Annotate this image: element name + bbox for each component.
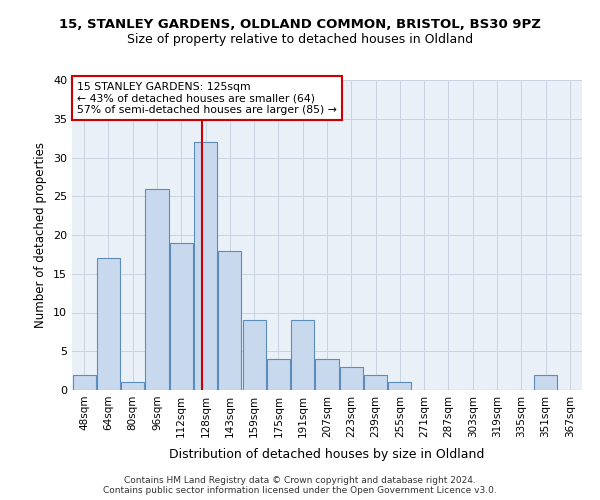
Bar [316, 359, 338, 390]
Text: Size of property relative to detached houses in Oldland: Size of property relative to detached ho… [127, 32, 473, 46]
Text: Contains HM Land Registry data © Crown copyright and database right 2024.
Contai: Contains HM Land Registry data © Crown c… [103, 476, 497, 495]
Bar [388, 382, 412, 390]
Bar [145, 188, 169, 390]
X-axis label: Distribution of detached houses by size in Oldland: Distribution of detached houses by size … [169, 448, 485, 461]
Text: 15 STANLEY GARDENS: 125sqm
← 43% of detached houses are smaller (64)
57% of semi: 15 STANLEY GARDENS: 125sqm ← 43% of deta… [77, 82, 337, 115]
Text: 15, STANLEY GARDENS, OLDLAND COMMON, BRISTOL, BS30 9PZ: 15, STANLEY GARDENS, OLDLAND COMMON, BRI… [59, 18, 541, 30]
Bar [121, 382, 144, 390]
Bar [267, 359, 290, 390]
Bar [291, 320, 314, 390]
Y-axis label: Number of detached properties: Number of detached properties [34, 142, 47, 328]
Bar [170, 243, 193, 390]
Bar [364, 374, 387, 390]
Bar [218, 250, 241, 390]
Bar [73, 374, 95, 390]
Bar [534, 374, 557, 390]
Bar [97, 258, 120, 390]
Bar [340, 367, 363, 390]
Bar [242, 320, 266, 390]
Bar [194, 142, 217, 390]
